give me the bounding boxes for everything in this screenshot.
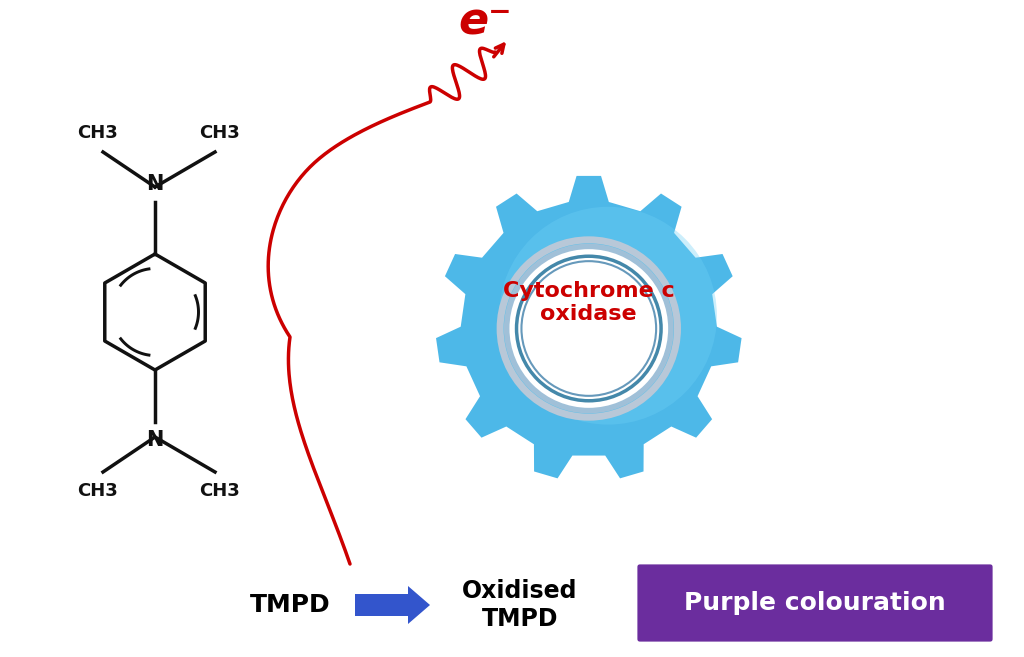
Text: N: N [146, 174, 164, 194]
Text: Cytochrome c
oxidase: Cytochrome c oxidase [503, 281, 675, 324]
Text: Oxidised
TMPD: Oxidised TMPD [462, 579, 578, 631]
Text: CH3: CH3 [78, 482, 119, 500]
FancyArrow shape [355, 586, 430, 624]
Text: N: N [146, 430, 164, 450]
Circle shape [507, 246, 671, 411]
Text: Purple colouration: Purple colouration [684, 591, 946, 615]
Text: TMPD: TMPD [250, 593, 331, 617]
Polygon shape [436, 176, 741, 478]
Circle shape [499, 207, 717, 424]
Text: CH3: CH3 [200, 124, 241, 142]
Text: CH3: CH3 [78, 124, 119, 142]
FancyBboxPatch shape [636, 563, 994, 643]
Text: CH3: CH3 [200, 482, 241, 500]
Text: e⁻: e⁻ [458, 1, 512, 43]
